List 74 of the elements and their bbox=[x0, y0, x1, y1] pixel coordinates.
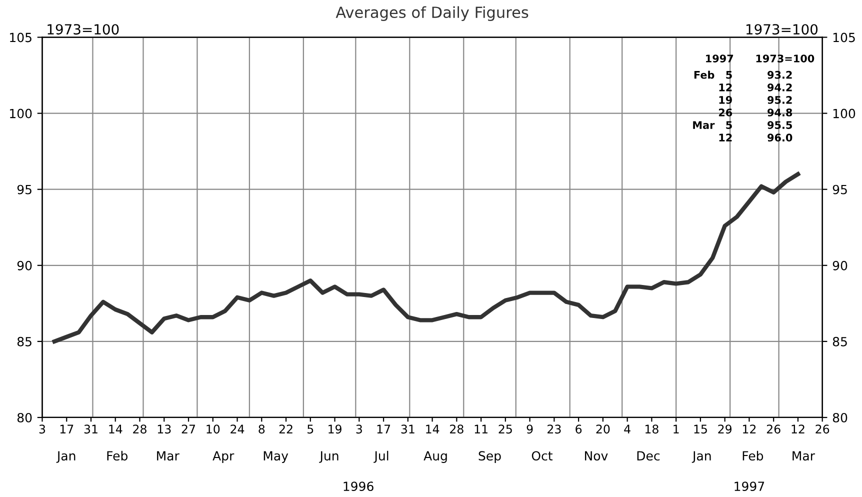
x-tick-label: 28 bbox=[450, 424, 464, 434]
y-tick-label: 95 bbox=[17, 184, 32, 194]
x-tick-label: 3 bbox=[356, 424, 362, 434]
x-tick-label: 17 bbox=[377, 424, 390, 434]
x2-tick-label: Jan bbox=[56, 451, 76, 463]
x-tick-label: 23 bbox=[548, 424, 561, 434]
x-tick-label: 27 bbox=[182, 424, 196, 434]
x2-tick-label: Feb bbox=[742, 450, 764, 461]
x-tick-label: 14 bbox=[109, 424, 122, 434]
text: 12 96.0 bbox=[719, 134, 792, 142]
y2-axis-title: 1973=100 bbox=[746, 24, 818, 35]
x2-tick-label: Jun bbox=[319, 451, 338, 463]
x-tick-label: 13 bbox=[158, 424, 171, 434]
x-tick-label: 5 bbox=[308, 424, 314, 434]
x2-tick-label: Jul bbox=[374, 450, 388, 463]
x-tick-label: 9 bbox=[526, 424, 533, 434]
x-tick-label: 11 bbox=[474, 424, 488, 434]
chart-title: Averages of Daily Figures bbox=[336, 6, 528, 22]
x2-tick-label: Apr bbox=[212, 451, 234, 463]
x-tick-label: 26 bbox=[766, 424, 780, 434]
x2-tick-label: Sep bbox=[478, 451, 501, 463]
y2-tick-label: 90 bbox=[832, 260, 848, 270]
x-tick-label: 29 bbox=[718, 424, 732, 434]
text: 19 95.2 bbox=[719, 96, 792, 104]
x-tick-label: 3 bbox=[39, 424, 46, 434]
text: 12 94.2 bbox=[719, 83, 792, 92]
x-tick-label: 26 bbox=[816, 424, 830, 434]
text: 26 94.8 bbox=[718, 108, 792, 116]
x2-tick-label: Mar bbox=[792, 451, 815, 461]
y-axis-title: 1973=100 bbox=[48, 24, 119, 35]
text: 1996 bbox=[344, 482, 374, 492]
x-tick-label: 8 bbox=[258, 424, 265, 434]
x-tick-label: 25 bbox=[498, 424, 512, 434]
x2-tick-label: Mar bbox=[157, 451, 180, 461]
x2-tick-label: Jan bbox=[692, 451, 711, 463]
x-tick-label: 12 bbox=[743, 424, 756, 434]
x-tick-label: 22 bbox=[279, 424, 292, 434]
y-tick-label: 90 bbox=[17, 260, 32, 270]
x2-tick-label: Aug bbox=[424, 451, 447, 463]
line-series bbox=[52, 172, 800, 344]
annotation: 1997 bbox=[706, 54, 734, 62]
text: Mar 5 95.5 bbox=[693, 121, 792, 129]
x-tick-label: 15 bbox=[694, 424, 707, 434]
y2-tick-label: 105 bbox=[833, 32, 855, 42]
x-tick-label: 10 bbox=[206, 424, 220, 434]
x2-tick-label: Feb bbox=[107, 450, 128, 461]
x-tick-label: 17 bbox=[60, 424, 74, 434]
y-tick-label: 100 bbox=[10, 108, 32, 118]
x-tick-label: 18 bbox=[645, 424, 658, 434]
x2-tick-label: May bbox=[264, 451, 288, 463]
x-tick-label: 12 bbox=[792, 424, 804, 434]
x-tick-label: 6 bbox=[576, 424, 582, 434]
x2-tick-label: Dec bbox=[637, 451, 660, 461]
y2-tick-label: 100 bbox=[833, 108, 856, 118]
x-tick-label: 31 bbox=[84, 424, 98, 434]
x-tick-label: 19 bbox=[328, 424, 342, 434]
y2-tick-label: 95 bbox=[832, 184, 847, 194]
x-tick-label: 4 bbox=[624, 424, 630, 434]
y2-tick-label: 80 bbox=[832, 412, 848, 422]
y-tick-label: 105 bbox=[10, 32, 32, 42]
x-tick-label: 1 bbox=[674, 424, 679, 434]
x-tick-label: 31 bbox=[401, 424, 414, 434]
x2-tick-label: Nov bbox=[585, 451, 608, 461]
y-tick-label: 85 bbox=[17, 336, 32, 346]
x-tick-label: 28 bbox=[133, 424, 146, 434]
x-tick-label: 14 bbox=[426, 424, 440, 434]
y-tick-label: 80 bbox=[17, 412, 32, 422]
text: Feb 5 93.2 bbox=[694, 70, 792, 79]
x-tick-label: 20 bbox=[596, 424, 610, 434]
text: 1997 bbox=[734, 482, 764, 492]
x-tick-label: 24 bbox=[230, 424, 244, 434]
text: 1973=100 bbox=[756, 54, 814, 62]
y2-tick-label: 85 bbox=[832, 336, 847, 346]
x2-tick-label: Oct bbox=[532, 451, 552, 461]
